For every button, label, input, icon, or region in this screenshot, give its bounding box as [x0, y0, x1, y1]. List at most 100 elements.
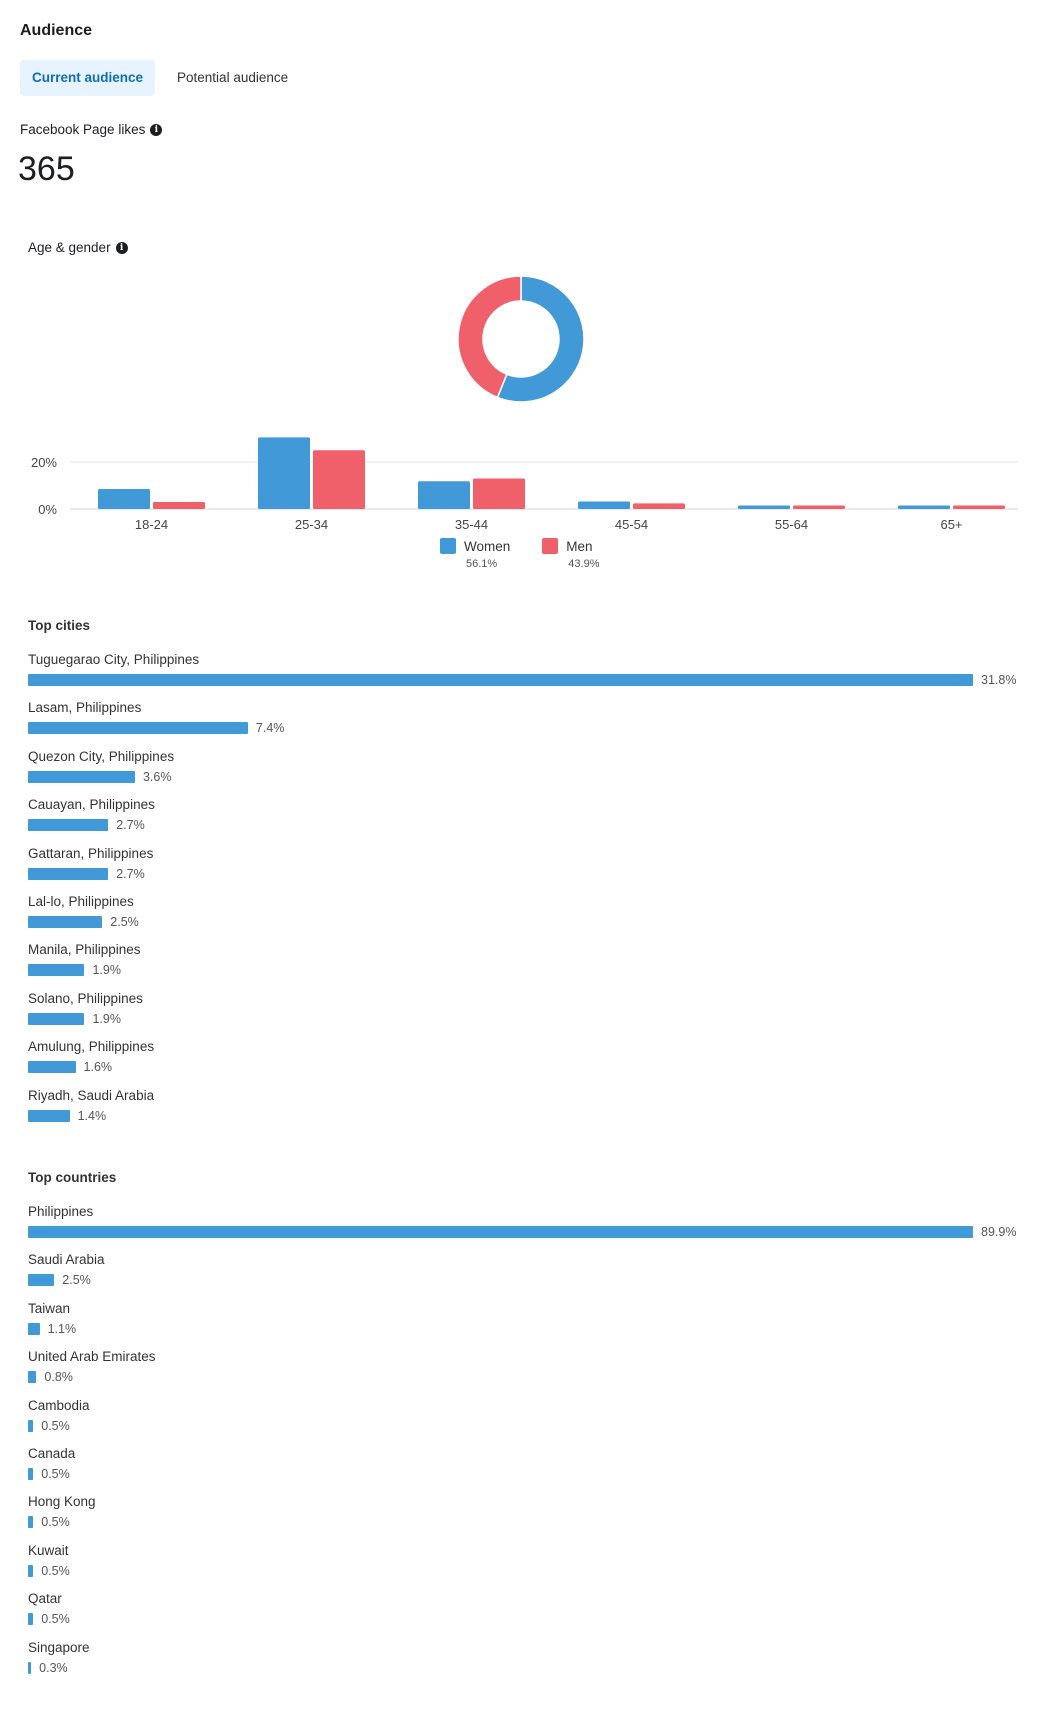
list-item: Qatar 0.5% [28, 1589, 1028, 1637]
bar-women-55-64 [738, 505, 790, 509]
page-likes-label-text: Facebook Page likes [20, 122, 146, 137]
list-item-bar [28, 915, 103, 928]
list-item-pct: 0.5% [41, 1466, 70, 1481]
list-item-name: Qatar [28, 1591, 62, 1607]
top-cities-title: Top cities [28, 618, 91, 633]
list-item-bar-line: 31.8% [28, 670, 1028, 690]
list-item-bar [28, 867, 109, 880]
gender-legend: Women 56.1% Men 43.9% [440, 538, 599, 570]
list-item-pct: 0.3% [39, 1660, 68, 1675]
list-item: Gattaran, Philippines 2.7% [28, 844, 1028, 892]
x-tick-label: 45-54 [615, 517, 648, 532]
list-item-name: Manila, Philippines [28, 942, 141, 958]
list-item-bar-line: 1.6% [28, 1057, 1028, 1077]
donut-slice-women [496, 275, 585, 403]
list-item-pct: 3.6% [142, 769, 172, 784]
list-item-pct: 1.6% [83, 1060, 113, 1075]
legend-item-women[interactable]: Women 56.1% [440, 538, 510, 570]
bar-women-45-54 [578, 501, 630, 509]
x-tick-label: 65+ [940, 517, 962, 532]
list-item-bar-line: 1.4% [28, 1106, 1028, 1126]
list-item-pct: 2.5% [110, 914, 139, 929]
list-item-name: Lal-lo, Philippines [28, 893, 134, 909]
tab-current-audience[interactable]: Current audience [20, 60, 156, 96]
list-item: Quezon City, Philippines 3.6% [28, 747, 1028, 795]
list-item: Hong Kong 0.5% [28, 1492, 1028, 1540]
list-item-bar [28, 1564, 34, 1577]
list-item-pct: 89.9% [981, 1225, 1017, 1239]
list-item-bar [28, 674, 973, 686]
x-tick-label: 35-44 [455, 517, 488, 532]
list-item-name: Quezon City, Philippines [28, 748, 175, 764]
list-item-pct: 0.5% [41, 1563, 70, 1578]
list-item: Riyadh, Saudi Arabia 1.4% [28, 1086, 1028, 1134]
list-item: Manila, Philippines 1.9% [28, 940, 1028, 988]
legend-women-pct: 56.1% [466, 558, 498, 570]
list-item: Saudi Arabia 2.5% [28, 1250, 1028, 1298]
list-item-pct: 0.5% [41, 1418, 70, 1433]
list-item-bar-line: 1.9% [28, 960, 1028, 980]
tab-potential-audience[interactable]: Potential audience [177, 70, 289, 85]
list-item-pct: 1.1% [47, 1321, 77, 1336]
age-gender-label: Age & gender i [28, 240, 128, 255]
list-item-bar-line: 2.7% [28, 864, 1028, 884]
list-item-bar [28, 1661, 32, 1674]
list-item-name: Gattaran, Philippines [28, 845, 154, 861]
list-item-name: Cauayan, Philippines [28, 797, 155, 813]
list-item-name: Riyadh, Saudi Arabia [28, 1087, 155, 1103]
list-item-bar-line: 1.1% [28, 1319, 1028, 1339]
list-item-bar [28, 1109, 70, 1122]
list-item-bar [28, 770, 135, 783]
top-cities-list: Tuguegarao City, Philippines 31.8% Lasam, … [28, 650, 1028, 1134]
info-icon[interactable]: i [150, 123, 163, 136]
bar-women-35-44 [418, 481, 470, 509]
list-item-pct: 0.5% [41, 1515, 70, 1530]
list-item-name: United Arab Emirates [28, 1349, 156, 1365]
list-item-bar [28, 964, 85, 977]
list-item: United Arab Emirates 0.8% [28, 1347, 1028, 1395]
women-swatch [440, 538, 456, 554]
donut-slice-men [457, 275, 522, 399]
bar-women-65+ [898, 505, 950, 509]
list-item-bar [28, 1467, 34, 1480]
y-tick-label: 0% [38, 502, 57, 517]
list-item-bar [28, 1613, 34, 1626]
bar-men-65+ [953, 505, 1005, 509]
list-item-bar [28, 1371, 37, 1384]
list-item-bar-line: 0.5% [28, 1561, 1028, 1581]
list-item-bar [28, 1419, 34, 1432]
legend-men-label: Men [566, 538, 593, 554]
age-gender-label-text: Age & gender [28, 240, 111, 255]
list-item-name: Taiwan [28, 1300, 71, 1316]
list-item-bar-line: 2.5% [28, 912, 1028, 932]
bar-men-35-44 [473, 478, 525, 509]
list-item-pct: 1.9% [92, 1011, 121, 1026]
list-item-bar [28, 819, 109, 832]
list-item: Cauayan, Philippines 2.7% [28, 795, 1028, 843]
list-item-name: Tuguegarao City, Philippines [28, 652, 200, 667]
list-item-pct: 2.5% [62, 1273, 91, 1288]
list-item: Tuguegarao City, Philippines 31.8% [28, 650, 1028, 698]
list-item-pct: 2.7% [116, 818, 145, 833]
list-item: Taiwan 1.1% [28, 1299, 1028, 1347]
list-item-bar-line: 0.5% [28, 1464, 1028, 1484]
list-item-pct: 1.9% [92, 963, 121, 978]
audience-tabs: Current audience Potential audience [20, 60, 300, 96]
legend-men-pct: 43.9% [568, 558, 600, 570]
bar-men-45-54 [633, 503, 685, 509]
list-item-bar-line: 3.6% [28, 767, 1028, 787]
bar-men-55-64 [793, 505, 845, 509]
legend-item-men[interactable]: Men 43.9% [542, 538, 599, 570]
info-icon[interactable]: i [115, 241, 128, 254]
legend-women-label: Women [464, 538, 511, 554]
list-item-bar [28, 1226, 973, 1238]
x-tick-label: 18-24 [135, 517, 168, 532]
list-item-bar-line: 0.5% [28, 1416, 1028, 1436]
list-item-name: Amulung, Philippines [28, 1039, 155, 1055]
list-item-pct: 1.4% [77, 1108, 107, 1123]
x-tick-label: 25-34 [295, 517, 328, 532]
list-item-bar-line: 7.4% [28, 718, 1028, 738]
list-item-bar-line: 0.3% [28, 1658, 1028, 1678]
bar-men-18-24 [153, 501, 205, 509]
page-likes-value: 365 [18, 150, 75, 188]
